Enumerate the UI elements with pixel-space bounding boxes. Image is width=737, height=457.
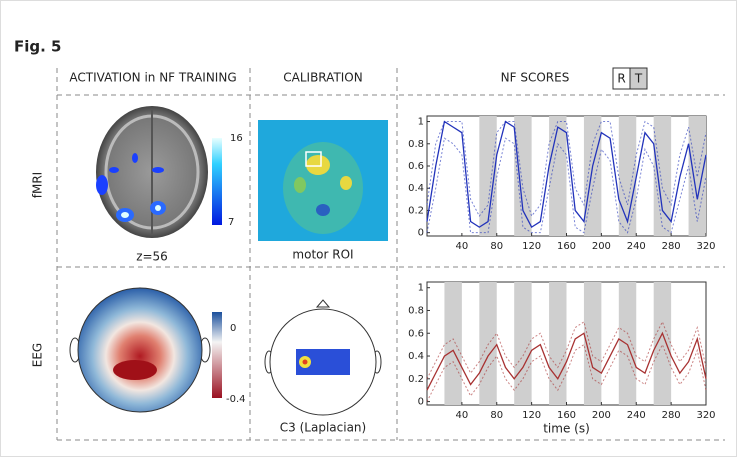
y-tick-label: 0 <box>418 228 424 239</box>
colorbar <box>212 312 222 398</box>
task-block <box>549 282 567 405</box>
caption: motor ROI <box>292 248 353 262</box>
x-tick-label: 240 <box>627 410 646 421</box>
x-tick-label: 200 <box>592 410 611 421</box>
y-tick-label: 1 <box>418 283 424 294</box>
y-tick-label: 0.6 <box>408 328 424 339</box>
lower-bound <box>426 343 707 402</box>
c3-head <box>264 299 382 416</box>
y-tick-label: 0.2 <box>408 374 424 385</box>
calibration-map <box>258 120 388 241</box>
x-tick-label: 40 <box>456 410 469 421</box>
x-tick-label: 160 <box>557 410 576 421</box>
x-tick-label: 280 <box>662 241 681 252</box>
task-block <box>583 116 602 236</box>
x-axis-label: time (s) <box>543 422 590 436</box>
task-block <box>514 116 532 236</box>
caption: C3 (Laplacian) <box>280 421 366 435</box>
task-block <box>653 116 672 236</box>
colorbar-label: -0.4 <box>226 394 246 405</box>
toggle-label[interactable]: R <box>617 72 625 86</box>
upper-bound <box>426 320 707 380</box>
task-block <box>479 282 497 405</box>
figure-label: Fig. 5 <box>14 38 61 56</box>
column-header: NF SCORES <box>501 71 570 85</box>
colorbar-label: 0 <box>230 323 236 334</box>
y-tick-label: 0 <box>418 397 424 408</box>
row-label: EEG <box>31 343 45 367</box>
y-tick-label: 0.4 <box>408 351 424 362</box>
x-tick-label: 120 <box>522 241 541 252</box>
task-block <box>444 282 462 405</box>
task-block <box>479 116 497 236</box>
y-tick-label: 1 <box>418 117 424 128</box>
y-tick-label: 0.6 <box>408 161 424 172</box>
caption: z=56 <box>136 250 168 264</box>
row-label: fMRI <box>31 172 45 198</box>
x-tick-label: 40 <box>456 241 469 252</box>
x-tick-label: 240 <box>627 241 646 252</box>
x-tick-label: 280 <box>662 410 681 421</box>
mean-line <box>426 120 707 229</box>
x-tick-label: 80 <box>490 241 503 252</box>
column-header: CALIBRATION <box>283 71 362 85</box>
toggle-t[interactable] <box>629 67 648 90</box>
task-block <box>514 282 532 405</box>
x-tick-label: 320 <box>696 410 715 421</box>
x-tick-label: 120 <box>522 410 541 421</box>
colorbar-label: 7 <box>228 217 234 228</box>
x-tick-label: 320 <box>696 241 715 252</box>
colorbar-label: 16 <box>230 133 243 144</box>
y-tick-label: 0.8 <box>408 305 424 316</box>
task-block <box>549 116 567 236</box>
task-block <box>583 282 602 405</box>
task-block <box>653 282 672 405</box>
task-block <box>618 116 637 236</box>
y-tick-label: 0.8 <box>408 139 424 150</box>
upper-bound <box>426 120 707 218</box>
y-tick-label: 0.4 <box>408 183 424 194</box>
colorbar <box>212 138 222 225</box>
eeg-topomap <box>69 287 211 413</box>
x-tick-label: 160 <box>557 241 576 252</box>
toggle-label[interactable]: T <box>634 72 643 86</box>
y-tick-label: 0.2 <box>408 205 424 216</box>
lower-bound <box>426 137 707 234</box>
grid-lines <box>56 68 725 441</box>
task-block <box>618 282 637 405</box>
column-header: ACTIVATION in NF TRAINING <box>69 71 236 85</box>
brain-slice <box>96 106 208 238</box>
x-tick-label: 200 <box>592 241 611 252</box>
x-tick-label: 80 <box>490 410 503 421</box>
mean-line <box>426 331 707 391</box>
